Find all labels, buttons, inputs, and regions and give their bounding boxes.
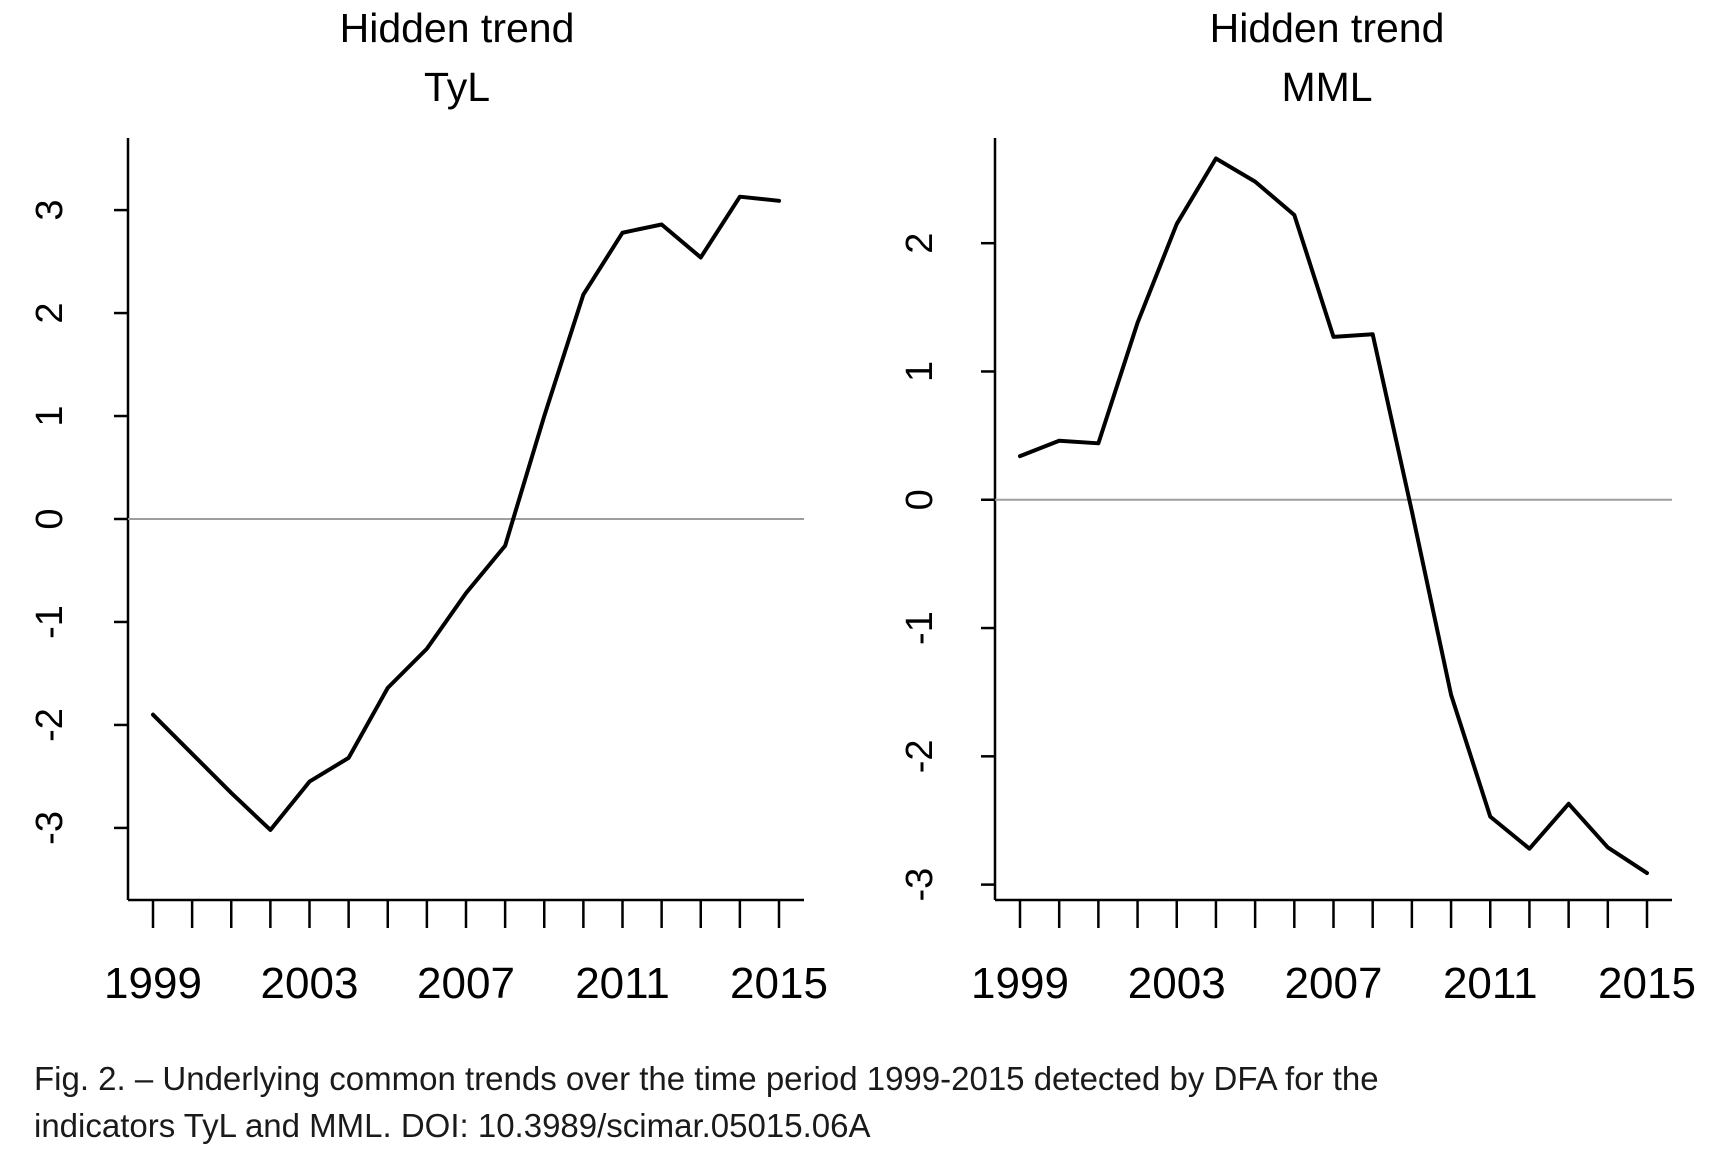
- x-tick-label: 2011: [1443, 959, 1538, 1008]
- x-tick-label: 2015: [730, 959, 828, 1008]
- caption-line-2: indicators TyL and MML. DOI: 10.3989/sci…: [34, 1107, 871, 1144]
- y-tick-label: -1: [29, 605, 71, 639]
- chart-panel-mml: Hidden trend MML -3 -2 -1 0 1 2 1999 2003 2007 2011…: [899, 5, 1696, 1008]
- series-line: [151, 194, 781, 832]
- y-tick-label: 2: [899, 233, 941, 254]
- y-tick-label: -1: [899, 611, 941, 645]
- x-tick-label: 2011: [575, 959, 670, 1008]
- figure-caption: Fig. 2. – Underlying common trends over …: [34, 1055, 1694, 1149]
- x-tick-label: 1999: [104, 959, 202, 1008]
- y-tick-label: -3: [899, 868, 941, 902]
- x-tick-label: 2007: [1285, 959, 1383, 1008]
- x-tick-label: 2007: [417, 959, 515, 1008]
- y-tick-label: 1: [899, 361, 941, 382]
- chart-panel-tyl: Hidden trend TyL -3 -2 -1 0 1 2 3 1999 2003 2007 201…: [29, 5, 828, 1008]
- y-tick-label: 1: [29, 405, 71, 426]
- x-tick-label: 2003: [1128, 959, 1226, 1008]
- y-tick-label: 0: [29, 508, 71, 529]
- series-line: [1018, 156, 1649, 876]
- y-tick-label: 0: [899, 489, 941, 510]
- x-tick-label: 2003: [261, 959, 359, 1008]
- chart-title: Hidden trend: [1210, 5, 1445, 51]
- x-tick-label: 2015: [1598, 959, 1696, 1008]
- y-tick-label: 2: [29, 302, 71, 323]
- caption-line-1: Fig. 2. – Underlying common trends over …: [34, 1060, 1379, 1097]
- y-tick-label: -2: [29, 708, 71, 742]
- x-tick-label: 1999: [971, 959, 1069, 1008]
- y-tick-label: -3: [29, 811, 71, 845]
- chart-subtitle: MML: [1281, 64, 1372, 110]
- y-tick-label: 3: [29, 200, 71, 221]
- chart-title: Hidden trend: [340, 5, 575, 51]
- y-tick-label: -2: [899, 739, 941, 773]
- chart-subtitle: TyL: [424, 64, 490, 110]
